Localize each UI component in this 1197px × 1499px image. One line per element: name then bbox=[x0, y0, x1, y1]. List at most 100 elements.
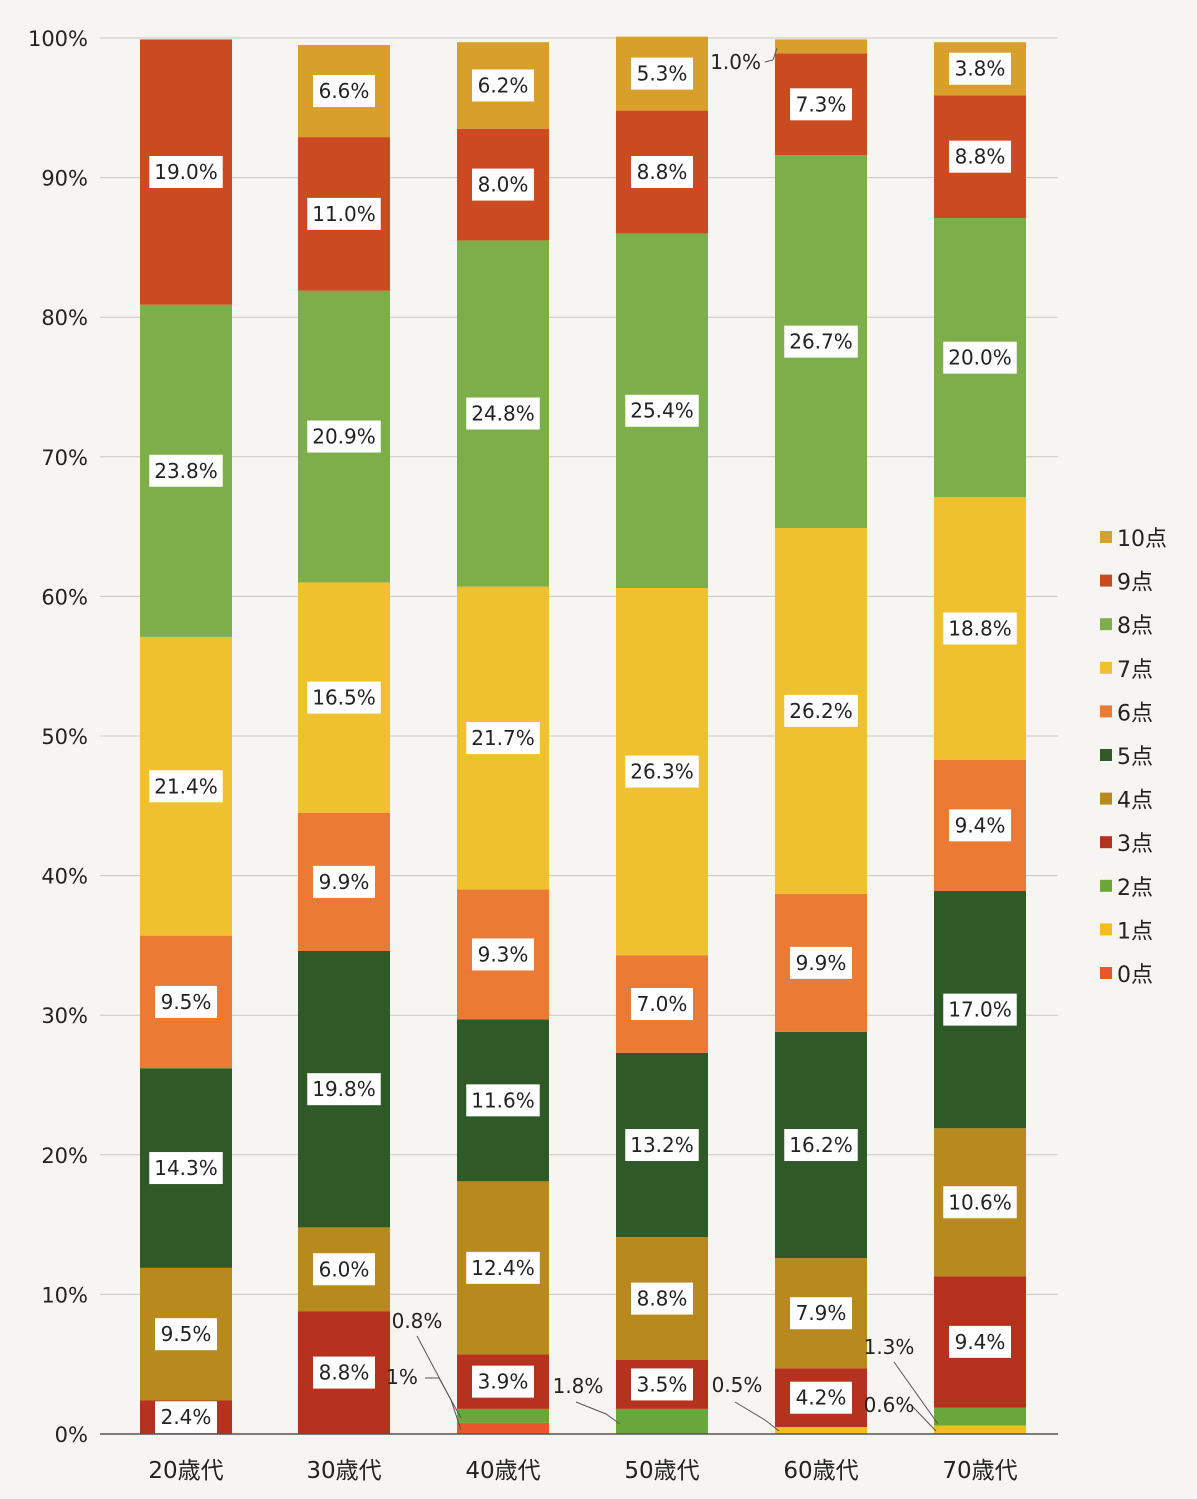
data-label: 9.5% bbox=[161, 990, 212, 1014]
legend: 10点 9点 8点 7点 6点 5点 4点 3点 2点 1点 0点 bbox=[1100, 527, 1167, 988]
x-tick-label: 40歳代 bbox=[465, 1458, 540, 1484]
bar-segment bbox=[457, 1422, 549, 1434]
y-tick-label: 100% bbox=[28, 27, 88, 51]
x-tick-label: 50歳代 bbox=[624, 1458, 699, 1484]
data-label-box bbox=[472, 69, 534, 102]
data-label-box bbox=[943, 993, 1017, 1026]
data-label-box bbox=[307, 1073, 381, 1106]
y-tick-label: 20% bbox=[41, 1144, 88, 1168]
data-label-box bbox=[307, 197, 381, 230]
legend-swatch bbox=[1100, 923, 1112, 936]
data-label-box bbox=[155, 1318, 217, 1351]
data-label: 26.7% bbox=[789, 330, 853, 354]
y-tick-label: 50% bbox=[41, 725, 88, 749]
data-label: 16.5% bbox=[312, 686, 376, 710]
y-tick-label: 60% bbox=[41, 585, 88, 609]
data-label-box bbox=[631, 988, 693, 1021]
x-tick-label: 60歳代 bbox=[783, 1458, 858, 1484]
data-label-box bbox=[784, 1129, 858, 1162]
data-label-box bbox=[149, 1152, 223, 1185]
y-tick-label: 10% bbox=[41, 1283, 88, 1307]
legend-swatch bbox=[1100, 531, 1112, 543]
data-label-box bbox=[625, 755, 699, 788]
y-tick-label: 70% bbox=[41, 446, 88, 470]
data-label-box bbox=[466, 1251, 540, 1284]
data-label: 7.9% bbox=[796, 1301, 847, 1325]
data-label: 1.8% bbox=[553, 1374, 604, 1398]
leader-line bbox=[575, 1401, 621, 1425]
data-label: 8.8% bbox=[319, 1361, 370, 1385]
data-label-box bbox=[949, 1325, 1011, 1358]
data-label: 20.9% bbox=[312, 425, 376, 449]
legend-label: 10点 bbox=[1117, 527, 1167, 552]
data-label: 1.3% bbox=[864, 1335, 915, 1359]
data-label: 23.8% bbox=[154, 459, 218, 483]
data-label: 0.5% bbox=[712, 1373, 763, 1397]
legend-label: 1点 bbox=[1117, 919, 1153, 944]
x-tick-label: 20歳代 bbox=[148, 1458, 223, 1484]
data-label-box bbox=[943, 1186, 1017, 1219]
legend-label: 2点 bbox=[1117, 876, 1153, 901]
leader-line bbox=[416, 1335, 462, 1431]
data-label-box bbox=[313, 865, 375, 898]
legend-swatch bbox=[1100, 792, 1112, 805]
data-label: 3.9% bbox=[478, 1370, 529, 1394]
data-label-box bbox=[949, 52, 1011, 85]
data-label-box bbox=[949, 140, 1011, 173]
legend-label: 8点 bbox=[1117, 614, 1153, 639]
data-label-box bbox=[631, 156, 693, 189]
data-label: 4.2% bbox=[796, 1386, 847, 1410]
bar-segment bbox=[934, 1407, 1026, 1426]
data-label: 11.6% bbox=[471, 1088, 535, 1112]
data-label: 10.6% bbox=[948, 1190, 1012, 1214]
data-label-box bbox=[784, 325, 858, 358]
data-label-box bbox=[466, 397, 540, 430]
data-label-box bbox=[784, 694, 858, 727]
data-label: 8.8% bbox=[955, 145, 1006, 169]
data-label: 9.9% bbox=[796, 951, 847, 975]
data-label: 8.0% bbox=[478, 173, 529, 197]
data-label: 19.0% bbox=[154, 160, 218, 184]
data-label-box bbox=[307, 420, 381, 453]
data-label: 5.3% bbox=[637, 62, 688, 86]
data-label: 26.3% bbox=[630, 760, 694, 784]
data-label: 9.4% bbox=[955, 1330, 1006, 1354]
data-label: 9.5% bbox=[161, 1322, 212, 1346]
legend-swatch bbox=[1100, 836, 1112, 849]
data-label-box bbox=[307, 681, 381, 714]
bar-segment bbox=[775, 39, 867, 54]
data-label: 20.0% bbox=[948, 346, 1012, 370]
legend-swatch bbox=[1100, 661, 1112, 674]
y-tick-label: 90% bbox=[41, 167, 88, 191]
bar-segment bbox=[775, 1427, 867, 1434]
legend-label: 4点 bbox=[1117, 789, 1153, 814]
data-label-box bbox=[949, 809, 1011, 842]
data-label: 1% bbox=[386, 1365, 418, 1389]
legend-swatch bbox=[1100, 574, 1112, 587]
data-label-box bbox=[472, 1365, 534, 1398]
data-label-box bbox=[631, 1368, 693, 1401]
y-tick-label: 0% bbox=[55, 1423, 88, 1447]
data-label: 8.8% bbox=[637, 160, 688, 184]
legend-label: 9点 bbox=[1117, 571, 1153, 596]
data-label-box bbox=[943, 612, 1017, 645]
bar-segment bbox=[457, 1408, 549, 1423]
y-tick-label: 30% bbox=[41, 1004, 88, 1028]
data-label-box bbox=[313, 1253, 375, 1286]
data-label-box bbox=[625, 1129, 699, 1162]
data-label-box bbox=[155, 985, 217, 1018]
data-label-box bbox=[790, 1381, 852, 1414]
y-tick-label: 40% bbox=[41, 865, 88, 889]
data-label: 17.0% bbox=[948, 998, 1012, 1022]
data-label: 8.8% bbox=[637, 1287, 688, 1311]
x-tick-label: 70歳代 bbox=[942, 1458, 1017, 1484]
data-label-box bbox=[790, 1297, 852, 1330]
leader-lines bbox=[416, 47, 939, 1432]
leader-line bbox=[911, 1405, 937, 1432]
data-label-box bbox=[466, 722, 540, 755]
data-label: 3.5% bbox=[637, 1372, 688, 1396]
data-label-box bbox=[790, 88, 852, 121]
data-label: 6.2% bbox=[478, 73, 529, 97]
bar-segment bbox=[616, 1408, 708, 1434]
data-label-box bbox=[149, 770, 223, 803]
